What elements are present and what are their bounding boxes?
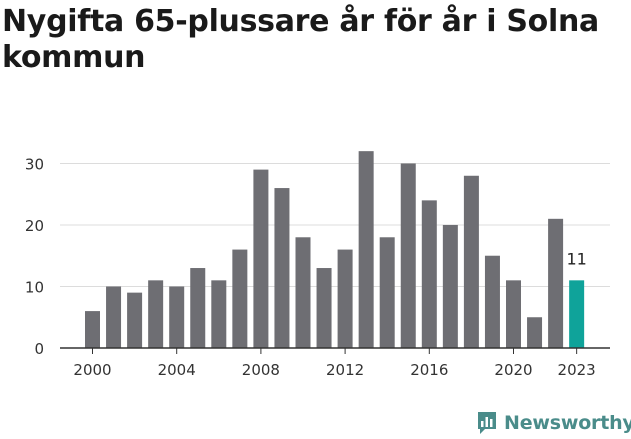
- bar: [295, 237, 311, 348]
- x-tick-label: 2008: [242, 361, 280, 379]
- y-tick-label: 20: [25, 217, 44, 235]
- brand-logo: Newsworthy: [476, 408, 631, 438]
- bar: [274, 188, 290, 348]
- bar: [337, 249, 353, 348]
- bar: [527, 317, 543, 348]
- bar: [379, 237, 395, 348]
- bar: [484, 255, 500, 348]
- brand-name: Newsworthy: [504, 412, 631, 434]
- newsworthy-logo-icon: [478, 412, 496, 434]
- x-tick-label: 2016: [410, 361, 448, 379]
- y-tick-label: 30: [25, 155, 44, 173]
- bar: [127, 292, 143, 348]
- bar: [106, 286, 122, 348]
- x-tick-label: 2004: [158, 361, 196, 379]
- x-tick-label: 2020: [494, 361, 532, 379]
- bar: [85, 311, 100, 348]
- bar: [442, 224, 458, 348]
- data-label: 11: [566, 249, 586, 268]
- bar: [190, 268, 206, 348]
- bar: [400, 163, 416, 348]
- bar: [421, 200, 437, 348]
- bar: [358, 151, 374, 348]
- chart-title: Nygifta 65-plussare år för år i Solna ko…: [2, 4, 599, 75]
- bar: [211, 280, 227, 348]
- y-tick-label: 10: [25, 278, 44, 296]
- bar: [253, 169, 269, 348]
- bar: [169, 286, 185, 348]
- y-tick-label: 0: [34, 340, 44, 358]
- bar: [316, 268, 332, 348]
- bar: [232, 249, 248, 348]
- x-tick-label: 2000: [73, 361, 111, 379]
- bar: [506, 280, 521, 348]
- bar: [463, 175, 479, 348]
- bar: [148, 280, 164, 348]
- x-tick-label: 2023: [558, 361, 596, 379]
- x-tick-label: 2012: [326, 361, 364, 379]
- bar: [569, 280, 585, 348]
- bar: [548, 218, 564, 348]
